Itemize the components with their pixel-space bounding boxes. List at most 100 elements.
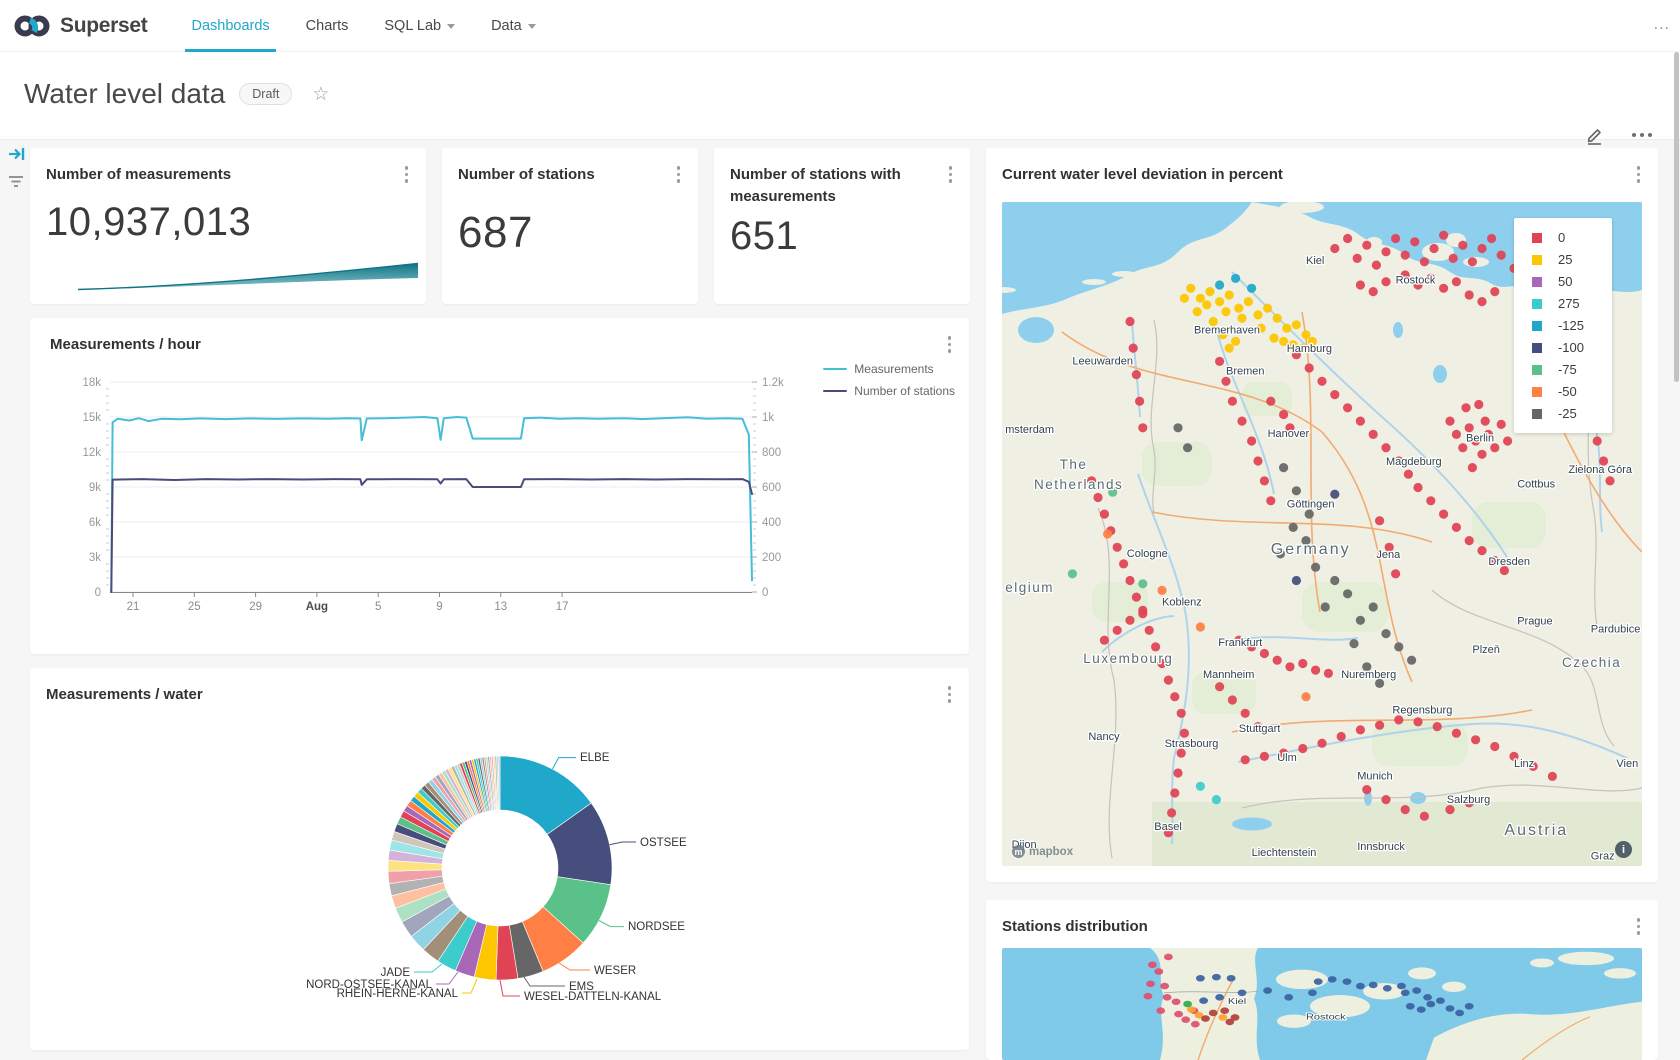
map-point [1445, 805, 1455, 815]
legend-item[interactable]: Measurements [823, 362, 955, 376]
map-city-label: Basel [1154, 821, 1182, 833]
nav-item-sql-lab[interactable]: SQL Lab [366, 0, 473, 52]
big-number-value: 687 [458, 208, 533, 257]
pie-slice[interactable] [497, 755, 501, 811]
map-point [1509, 751, 1519, 762]
legend-color-swatch [1531, 298, 1542, 309]
map-point [1503, 436, 1513, 446]
line-chart[interactable]: 0 3k 6k 9k 12k 15k 18k 0 200 400 600 800 1k 1.2k 21 25 2… [30, 318, 969, 654]
map-city-label: Cottbus [1517, 479, 1555, 491]
map-point [1138, 423, 1148, 433]
nav-item-data[interactable]: Data [473, 0, 554, 52]
map-point [1220, 1007, 1230, 1015]
map-point [1391, 233, 1401, 244]
map-point [1205, 287, 1215, 297]
map-point [1215, 682, 1225, 692]
legend-item[interactable]: Number of stations [823, 384, 955, 398]
chart-menu-kebab-icon[interactable] [399, 164, 415, 185]
filter-icon[interactable] [7, 174, 25, 190]
map-point [1496, 419, 1506, 429]
distribution-map-canvas[interactable]: Kiel Rostock [1002, 948, 1642, 1060]
map-point [1384, 542, 1394, 552]
nav-item-dashboards[interactable]: Dashboards [173, 0, 287, 52]
map-point [1391, 569, 1401, 579]
map-point [1362, 785, 1372, 795]
map-point [1327, 976, 1337, 983]
map-point [1375, 516, 1385, 526]
map-point [1247, 642, 1257, 652]
map-city-label: Netherlands [1034, 477, 1123, 492]
map-point [1439, 283, 1449, 293]
map-city-label: Pardubice [1591, 623, 1641, 635]
map-point [1196, 974, 1205, 982]
map-point [1592, 436, 1602, 446]
expand-filter-bar-icon[interactable] [8, 146, 26, 162]
map-legend-item: 0 [1531, 230, 1584, 245]
chart-menu-kebab-icon[interactable] [1631, 164, 1647, 185]
card-number-of-stations-with-measurements: Number of stations with measurements 651 [714, 148, 970, 304]
map-point [1355, 615, 1365, 625]
map-point [1291, 486, 1301, 496]
map-point [1234, 303, 1244, 313]
navbar-overflow-icon[interactable]: ... [1653, 16, 1670, 33]
svg-text:3k: 3k [89, 552, 101, 564]
map-city-label: The [1060, 457, 1088, 472]
map-point [1192, 307, 1202, 317]
map-legend-item: -100 [1531, 340, 1584, 355]
chart-menu-kebab-icon[interactable] [1631, 916, 1647, 937]
map-point [1195, 293, 1205, 303]
map-info-icon[interactable]: i [1615, 841, 1632, 858]
map-point [1279, 409, 1289, 420]
trendline-sparkline [78, 262, 418, 291]
map-point [1230, 1014, 1240, 1021]
map-point [1400, 250, 1410, 260]
chart-menu-kebab-icon[interactable] [943, 164, 959, 185]
chart-menu-kebab-icon[interactable] [942, 684, 958, 705]
map-point [1259, 476, 1269, 486]
map-point [1167, 808, 1177, 818]
map-city-label: Rostock [1396, 275, 1436, 287]
nav-item-charts[interactable]: Charts [305, 17, 349, 34]
svg-text:Aug: Aug [306, 601, 328, 613]
map-point [1490, 741, 1500, 752]
map-point [1131, 592, 1141, 602]
superset-logo[interactable]: Superset [0, 12, 173, 40]
chart-menu-kebab-icon[interactable] [671, 164, 687, 185]
page-title: Water level data [24, 78, 226, 109]
legend-label: Number of stations [854, 384, 955, 398]
big-number-value: 651 [730, 214, 799, 258]
svg-text:800: 800 [762, 447, 781, 459]
svg-text:18k: 18k [82, 377, 101, 389]
map-point [1227, 695, 1237, 705]
map-point [1467, 257, 1477, 267]
card-water-level-deviation-map: Current water level deviation in percent [986, 148, 1658, 882]
map-point [1307, 336, 1317, 346]
favorite-star-icon[interactable]: ☆ [312, 83, 330, 105]
map-point [1423, 993, 1432, 1001]
map-point [1282, 323, 1292, 333]
header-more-icon[interactable] [1632, 133, 1652, 137]
map-point [1125, 615, 1135, 625]
svg-text:5: 5 [375, 601, 381, 613]
vertical-scrollbar[interactable] [1674, 52, 1679, 382]
edit-pencil-icon[interactable] [1584, 124, 1606, 146]
chart-menu-kebab-icon[interactable] [942, 334, 958, 355]
map-city-label: Germany [1271, 541, 1351, 558]
map-point [1179, 293, 1189, 303]
map-point [1285, 662, 1295, 672]
map-point [1259, 648, 1269, 659]
series-line-right [110, 478, 753, 593]
map-point [1135, 396, 1145, 406]
map-legend: 0 25 50 275 -125 -100 -75 -50 -25 [1513, 218, 1612, 433]
map-point [1163, 675, 1173, 685]
map-point [1464, 536, 1474, 546]
donut-chart[interactable]: ELBE OSTSEE NORDSEE WESEREMSWESEL-DATTELN-K… [30, 668, 969, 1050]
map-point [1298, 343, 1308, 353]
deviation-map-canvas[interactable]: Leeuwarden msterdam The Netherlands Kiel Rost… [1002, 202, 1642, 866]
map-point [1256, 323, 1266, 333]
map-point [1356, 982, 1365, 990]
map-point [1253, 310, 1263, 320]
map-city-label: Austria [1504, 822, 1568, 839]
legend-color-swatch [1531, 254, 1542, 265]
map-point [1382, 985, 1392, 992]
